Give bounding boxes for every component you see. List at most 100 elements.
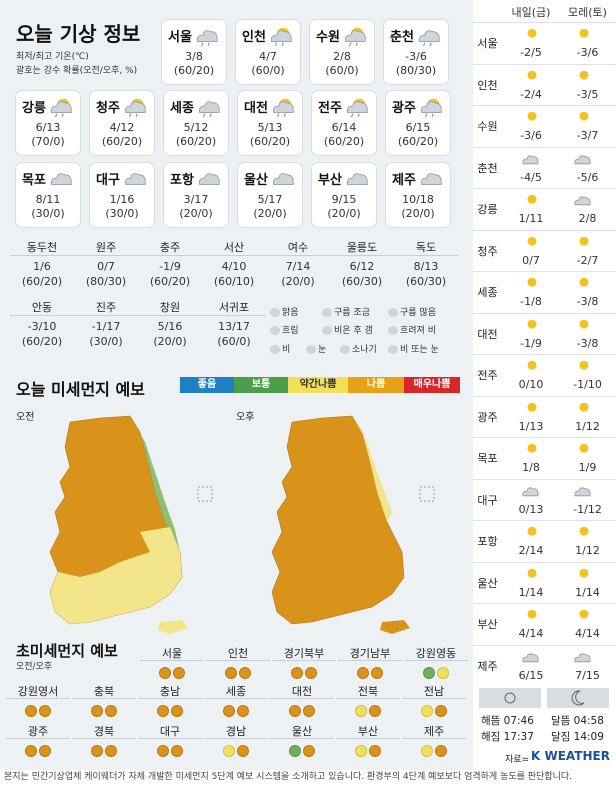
small-city-name: 울릉도 [330, 240, 394, 256]
rain-then-sunny-icon [345, 95, 371, 118]
moon-box [547, 688, 609, 708]
sun-icon [521, 317, 541, 333]
city-card: 전주 6/14 (60/20) [312, 91, 376, 155]
forecast-panel: 내일(금) 모레(토) 서울 -2/5 -3/6 인천 -2/4 -3/5 수원 -3/6 -3… [473, 0, 616, 770]
dust-level-dot [289, 745, 301, 757]
city-card: 세종 5/12 (60/20) [164, 91, 228, 155]
fine-city: 인천 [206, 646, 270, 679]
dust-level-dot [157, 705, 169, 717]
small-city-temp: -1/9 [159, 260, 181, 273]
dust-level-dot [225, 667, 237, 679]
small-city-rain: (60/30) [405, 275, 447, 288]
small-city: 울릉도 6/12 (60/30) [330, 240, 394, 289]
city-card: 청주 4/12 (60/20) [90, 91, 154, 155]
legend-label: 흐림 [282, 326, 299, 336]
forecast-city: 청주 [477, 244, 498, 258]
small-city-name: 독도 [394, 240, 458, 256]
rain-then-sunny-icon [271, 95, 297, 118]
city-rain: (20/0) [179, 207, 213, 220]
city-card: 서울 3/8 (60/20) [162, 20, 226, 84]
cloud-icon [573, 192, 593, 208]
forecast-tomorrow: 1/8 [522, 461, 540, 474]
fine-city: 광주 [6, 724, 70, 757]
city-card: 강릉 6/13 (70/0) [16, 91, 80, 155]
forecast-row: 서울 -2/5 -3/6 [473, 22, 616, 63]
rain-then-sunny-icon [269, 24, 295, 47]
forecast-row: 강릉 1/11 2/8 [473, 188, 616, 229]
fine-city-name: 대전 [270, 684, 334, 699]
fine-city-name: 세종 [204, 684, 268, 699]
sun-icon [521, 400, 541, 416]
dust-level-dot [303, 705, 315, 717]
legend-icon [270, 345, 280, 354]
dust-level-dot [421, 705, 433, 717]
dust-level-dot [157, 745, 169, 757]
forecast-tomorrow: 0/10 [518, 378, 544, 391]
dust-level-dot [369, 705, 381, 717]
rain-then-sunny-icon [343, 24, 369, 47]
cloud-icon [573, 483, 593, 499]
city-card: 부산 9/15 (20/0) [312, 163, 376, 227]
rain-then-sunny-icon [419, 95, 445, 118]
dust-level-dot [223, 705, 235, 717]
sunrise: 해뜸 07:46 [481, 715, 534, 727]
fine-city: 강원영서 [6, 684, 70, 717]
legend-item: 눈 [306, 342, 326, 355]
legend-label: 비온 후 갬 [334, 326, 373, 336]
city-temp: 3/17 [183, 193, 209, 206]
forecast-dayafter: 1/12 [575, 544, 600, 557]
fine-city: 대전 [270, 684, 334, 717]
cloud-icon [521, 151, 541, 167]
small-city: 원주 0/7 (80/30) [74, 240, 138, 289]
dust-level-dot [355, 745, 367, 757]
fine-city: 세종 [204, 684, 268, 717]
city-rain: (60/20) [175, 135, 217, 148]
fine-city-name: 충북 [72, 684, 136, 699]
city-card: 춘천 -3/6 (80/30) [384, 20, 448, 84]
sun-icon [573, 358, 593, 374]
cloud-icon [521, 483, 541, 499]
legend-label: 구름 많음 [400, 308, 436, 318]
city-rain: (30/0) [105, 207, 139, 220]
city-temp: 4/7 [259, 50, 277, 63]
small-city-name: 충주 [138, 240, 202, 256]
fine-sub: 오전/오후 [16, 662, 53, 672]
rain-cloud-icon [195, 24, 221, 47]
dust-level-dot [171, 745, 183, 757]
dust-level-dot [355, 705, 367, 717]
fine-city-name: 서울 [140, 646, 204, 661]
small-city-temp: 1/6 [33, 260, 51, 273]
pm-title: 오늘 미세먼지 예보 [16, 380, 145, 399]
city-name: 대구 [96, 173, 120, 188]
dust-level-dot [423, 667, 435, 679]
small-city-temp: 5/16 [157, 320, 183, 333]
small-city-rain: (20/0) [153, 335, 187, 348]
fine-city: 경북 [72, 724, 136, 757]
fine-city-name: 경남 [204, 724, 268, 739]
city-name: 청주 [96, 101, 120, 116]
cloudy-icon [197, 167, 223, 189]
fine-city: 전북 [336, 684, 400, 717]
fine-city: 서울 [140, 646, 204, 679]
fine-city: 강원영동 [404, 646, 468, 679]
city-rain: (20/0) [253, 207, 287, 220]
dust-level-dot [237, 745, 249, 757]
fine-city: 울산 [270, 724, 334, 757]
fine-city-name: 전남 [402, 684, 466, 699]
forecast-dayafter: 2/8 [578, 212, 597, 225]
cloudy-icon [419, 167, 445, 189]
forecast-tomorrow: -3/6 [520, 129, 542, 142]
sun-icon [573, 607, 593, 623]
legend-label: 맑음 [282, 308, 299, 318]
fine-city: 경기남부 [338, 646, 402, 679]
dust-level-dot [91, 745, 103, 757]
header-dayafter: 모레(토) [568, 6, 607, 19]
cloud-icon [521, 649, 541, 665]
pm-map-pm [271, 415, 435, 634]
forecast-dayafter: 1/9 [578, 461, 597, 474]
legend-icon [306, 345, 316, 354]
city-card: 광주 6/15 (60/20) [386, 91, 450, 155]
city-card: 목포 8/11 (30/0) [16, 163, 80, 227]
sun-icon [573, 68, 593, 84]
small-city: 동두천 1/6 (60/20) [10, 240, 74, 289]
